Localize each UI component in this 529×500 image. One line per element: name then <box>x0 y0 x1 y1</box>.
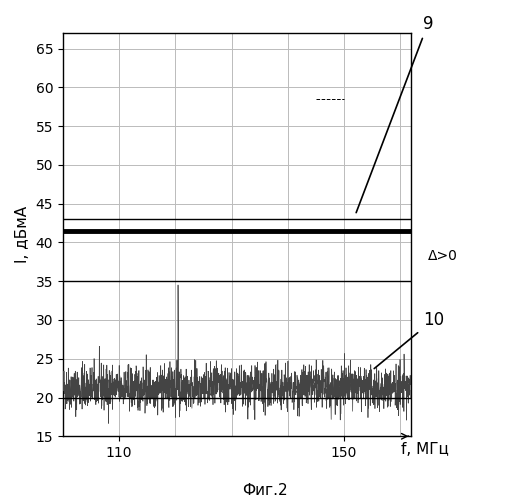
X-axis label: f, МГц: f, МГц <box>402 442 449 458</box>
Text: Δ>0: Δ>0 <box>428 249 458 263</box>
Text: Фиг.2: Фиг.2 <box>242 483 287 498</box>
Y-axis label: I, дБмА: I, дБмА <box>15 206 30 263</box>
Text: 10: 10 <box>374 311 444 368</box>
Text: 9: 9 <box>356 15 433 212</box>
